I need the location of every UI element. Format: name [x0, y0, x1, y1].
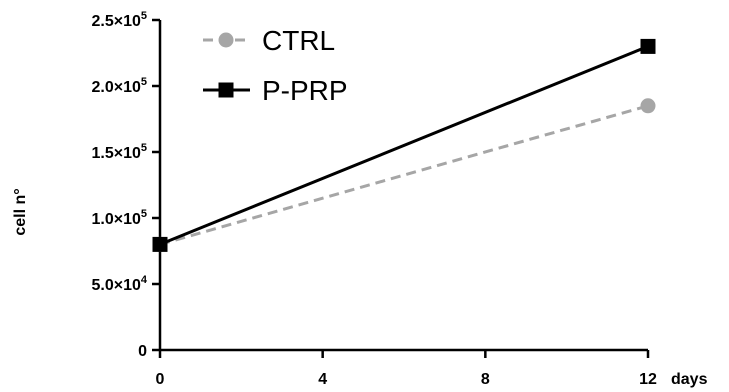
legend-label-ctrl: CTRL — [262, 25, 335, 56]
y-tick-label: 1.0×105 — [91, 208, 147, 228]
x-axis-title: days — [671, 371, 708, 388]
y-tick-label: 1.5×105 — [91, 142, 147, 162]
data-point-p-prp — [153, 237, 168, 252]
y-tick-label: 2.0×105 — [91, 76, 147, 96]
data-point-p-prp — [641, 39, 656, 54]
legend-marker-p-prp — [219, 83, 234, 98]
legend: CTRL P-PRP — [203, 25, 348, 106]
series-line-ctrl — [160, 106, 648, 245]
x-axis-ticks: 0 4 8 12 — [156, 350, 657, 388]
chart-axes — [159, 20, 648, 351]
series-layer — [153, 39, 656, 252]
x-tick-label: 8 — [481, 371, 490, 388]
y-axis-ticks: 0 5.0×104 1.0×105 1.5×105 2.0×105 2.5×105 — [91, 10, 160, 360]
legend-label-p-prp: P-PRP — [262, 75, 348, 106]
legend-marker-ctrl — [219, 33, 234, 48]
x-tick-label: 12 — [639, 371, 657, 388]
y-axis-title: cell n° — [12, 188, 29, 235]
y-tick-label: 0 — [138, 343, 147, 360]
x-tick-label: 4 — [318, 371, 327, 388]
data-point-ctrl — [641, 98, 656, 113]
x-tick-label: 0 — [156, 371, 165, 388]
series-line-p-prp — [160, 46, 648, 244]
y-tick-label: 2.5×105 — [91, 10, 147, 30]
y-tick-label: 5.0×104 — [91, 274, 147, 294]
